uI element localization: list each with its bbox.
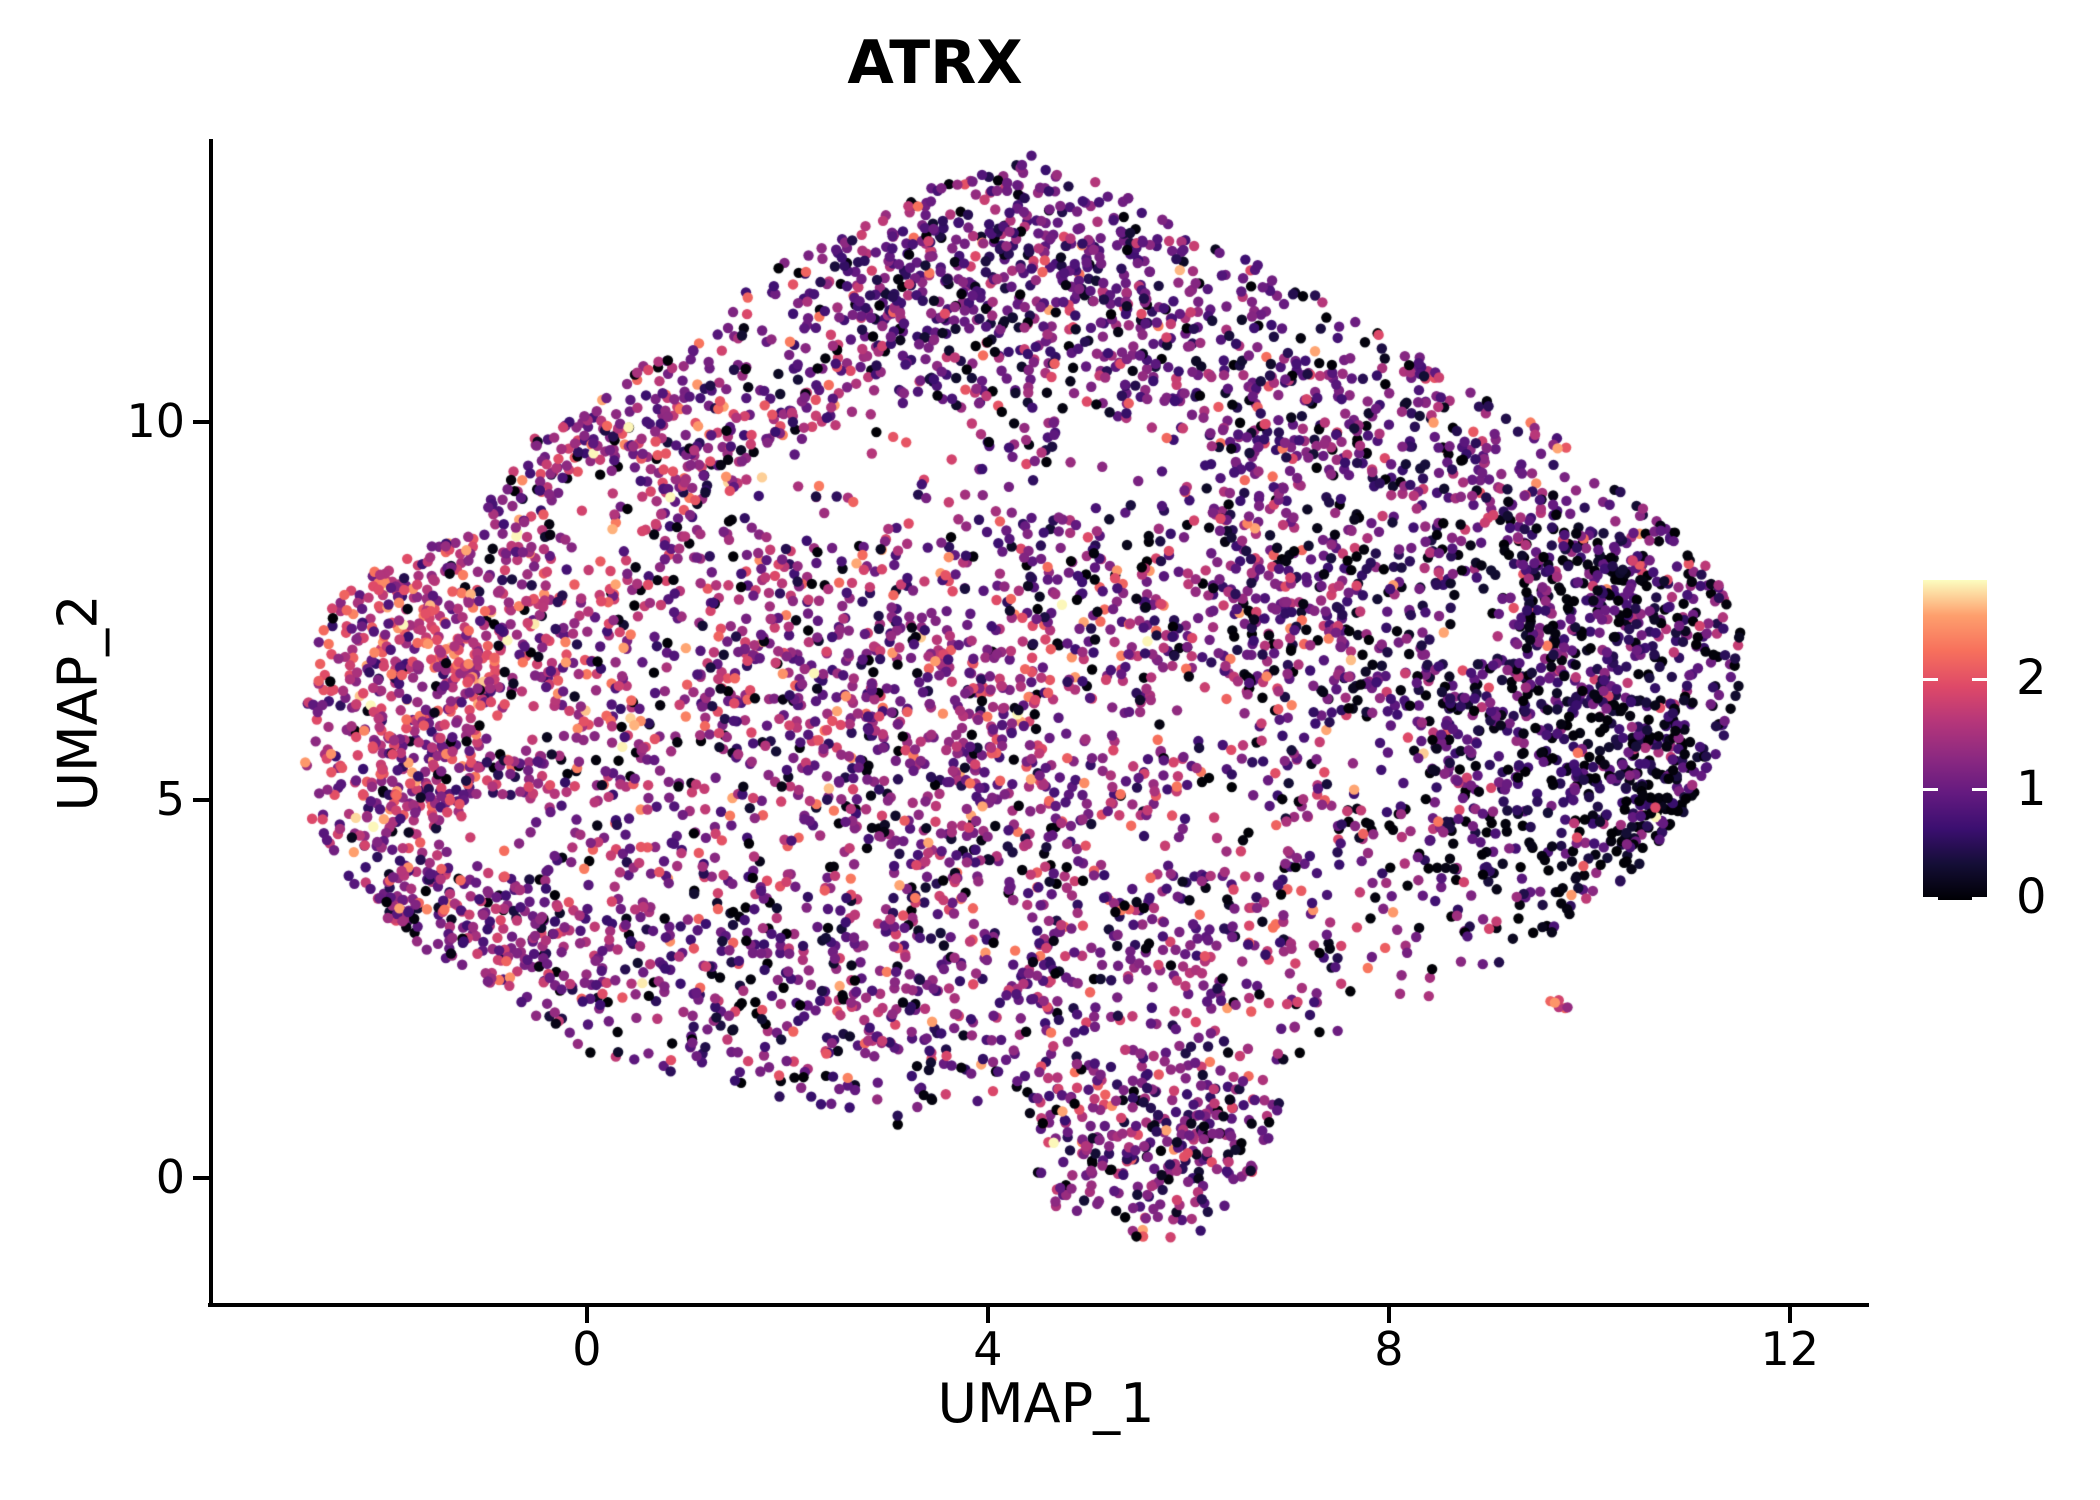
x-tick	[1386, 1307, 1391, 1323]
colorbar-tick	[1972, 677, 1987, 681]
colorbar-tick-label: 1	[2016, 760, 2047, 817]
colorbar-tick	[1972, 897, 1987, 900]
x-tick	[985, 1307, 990, 1323]
x-axis-title: UMAP_1	[937, 1372, 1155, 1435]
colorbar-tick	[1923, 677, 1938, 681]
x-tick-label: 8	[1374, 1322, 1404, 1376]
colorbar-tick	[1972, 788, 1987, 792]
colorbar-tick-label: 0	[2016, 869, 2047, 925]
y-tick-label: 10	[126, 393, 185, 448]
colorbar-gradient	[1923, 580, 1987, 900]
y-tick-label: 5	[155, 771, 185, 826]
y-tick-label: 0	[155, 1149, 185, 1204]
colorbar-tick	[1923, 897, 1938, 900]
x-tick	[1787, 1307, 1792, 1323]
x-tick	[584, 1307, 589, 1323]
x-axis-line	[208, 1303, 1869, 1307]
x-tick-label: 4	[973, 1322, 1003, 1376]
y-tick	[193, 797, 209, 802]
y-tick	[193, 419, 209, 424]
y-axis-line	[209, 139, 213, 1307]
colorbar-tick	[1923, 788, 1938, 792]
y-tick	[193, 1175, 209, 1180]
colorbar-tick-label: 2	[2016, 650, 2047, 707]
x-tick-label: 0	[572, 1322, 602, 1376]
x-tick-label: 12	[1760, 1322, 1820, 1376]
y-axis-title: UMAP_2	[46, 594, 110, 812]
